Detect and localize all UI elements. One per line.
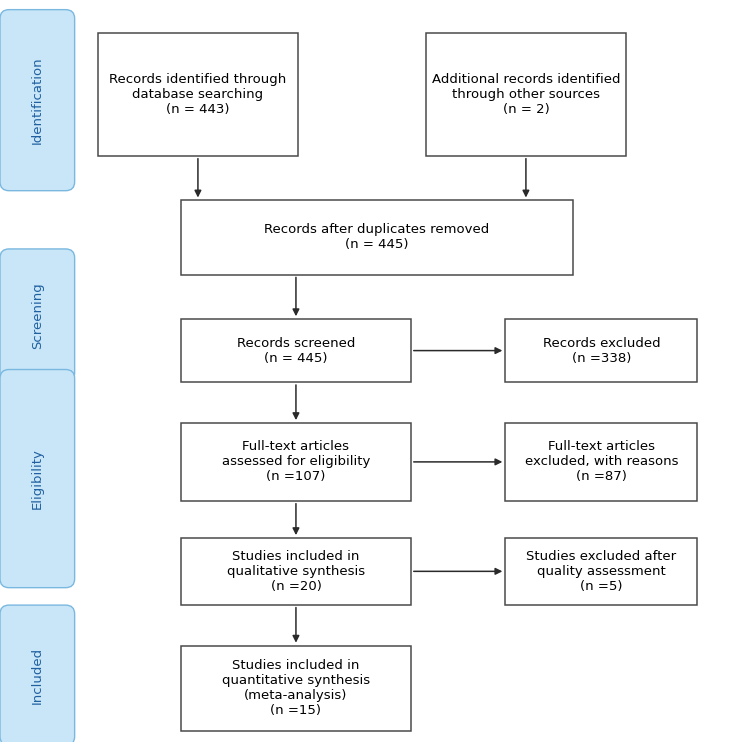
- FancyBboxPatch shape: [181, 319, 411, 382]
- Text: Additional records identified
through other sources
(n = 2): Additional records identified through ot…: [431, 73, 620, 116]
- FancyBboxPatch shape: [98, 33, 298, 156]
- Text: Full-text articles
excluded, with reasons
(n =87): Full-text articles excluded, with reason…: [525, 441, 678, 483]
- FancyBboxPatch shape: [0, 10, 75, 191]
- FancyBboxPatch shape: [505, 538, 697, 605]
- Text: Studies excluded after
quality assessment
(n =5): Studies excluded after quality assessmen…: [526, 550, 676, 593]
- Text: Full-text articles
assessed for eligibility
(n =107): Full-text articles assessed for eligibil…: [222, 441, 370, 483]
- Text: Included: Included: [31, 647, 44, 703]
- Text: Records after duplicates removed
(n = 445): Records after duplicates removed (n = 44…: [265, 223, 489, 252]
- FancyBboxPatch shape: [426, 33, 626, 156]
- FancyBboxPatch shape: [181, 423, 411, 501]
- FancyBboxPatch shape: [0, 605, 75, 742]
- Text: Records identified through
database searching
(n = 443): Records identified through database sear…: [109, 73, 287, 116]
- FancyBboxPatch shape: [505, 423, 697, 501]
- FancyBboxPatch shape: [181, 646, 411, 731]
- Text: Studies included in
quantitative synthesis
(meta-analysis)
(n =15): Studies included in quantitative synthes…: [222, 659, 370, 718]
- Text: Studies included in
qualitative synthesis
(n =20): Studies included in qualitative synthesi…: [227, 550, 365, 593]
- Text: Records excluded
(n =338): Records excluded (n =338): [542, 337, 661, 364]
- Text: Eligibility: Eligibility: [31, 448, 44, 509]
- FancyBboxPatch shape: [0, 370, 75, 588]
- Text: Records screened
(n = 445): Records screened (n = 445): [237, 337, 355, 364]
- FancyBboxPatch shape: [181, 538, 411, 605]
- FancyBboxPatch shape: [505, 319, 697, 382]
- FancyBboxPatch shape: [181, 200, 573, 275]
- FancyBboxPatch shape: [0, 249, 75, 382]
- Text: Identification: Identification: [31, 56, 44, 144]
- Text: Screening: Screening: [31, 282, 44, 349]
